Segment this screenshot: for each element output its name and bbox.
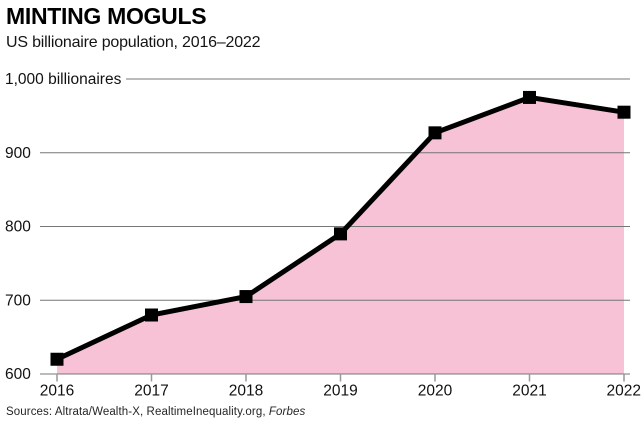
data-point-2022 bbox=[617, 105, 631, 119]
x-axis-label-2021: 2021 bbox=[512, 382, 546, 399]
x-axis-label-2016: 2016 bbox=[40, 382, 74, 399]
data-point-2016 bbox=[50, 352, 64, 366]
y-axis-label-600: 600 bbox=[5, 366, 31, 383]
x-axis-label-2017: 2017 bbox=[134, 382, 168, 399]
x-axis-label-2018: 2018 bbox=[229, 382, 263, 399]
source-text: Sources: Altrata/Wealth-X, RealtimeInequ… bbox=[6, 406, 269, 418]
data-point-2017 bbox=[145, 308, 158, 322]
source-text-italic: Forbes bbox=[268, 406, 306, 418]
y-axis-label-700: 700 bbox=[5, 292, 31, 309]
x-axis-label-2020: 2020 bbox=[418, 382, 453, 399]
chart-subtitle: US billionaire population, 2016–2022 bbox=[6, 34, 261, 51]
x-axis-label-2022: 2022 bbox=[607, 382, 641, 399]
y-axis-label-900: 900 bbox=[5, 145, 31, 162]
source-attribution: Sources: Altrata/Wealth-X, RealtimeInequ… bbox=[6, 406, 305, 418]
y-axis-label-1000: 1,000 billionaires bbox=[5, 71, 122, 88]
billionaire-population-area-chart: 1,000 billionaires 900 800 700 600 2016 2017 20… bbox=[5, 71, 641, 399]
data-point-2019 bbox=[334, 227, 347, 241]
data-point-2018 bbox=[239, 290, 253, 304]
data-point-2021 bbox=[523, 90, 536, 104]
chart-title: MINTING MOGULS bbox=[6, 3, 207, 29]
y-axis-label-800: 800 bbox=[5, 219, 31, 236]
data-point-2020 bbox=[428, 126, 442, 140]
x-axis-label-2019: 2019 bbox=[323, 382, 357, 399]
